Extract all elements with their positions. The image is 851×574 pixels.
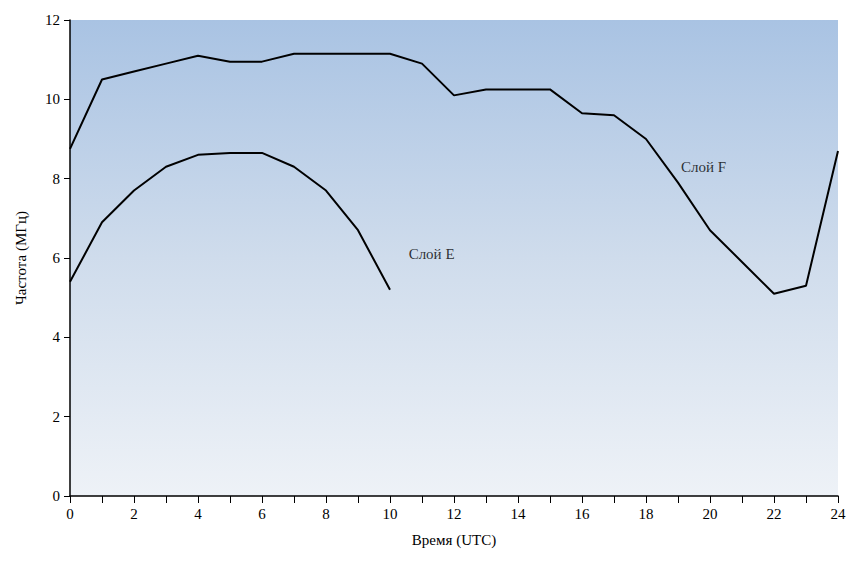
svg-text:4: 4 [53,329,61,345]
svg-text:4: 4 [194,506,202,522]
svg-text:8: 8 [322,506,330,522]
svg-text:10: 10 [383,506,398,522]
svg-text:0: 0 [53,488,61,504]
svg-text:20: 20 [703,506,718,522]
svg-text:24: 24 [831,506,847,522]
svg-text:8: 8 [53,171,61,187]
svg-text:6: 6 [53,250,61,266]
svg-text:10: 10 [45,91,60,107]
svg-text:2: 2 [53,409,61,425]
svg-text:2: 2 [130,506,138,522]
svg-text:Время (UTC): Время (UTC) [412,532,496,549]
svg-text:12: 12 [447,506,462,522]
svg-text:0: 0 [66,506,74,522]
svg-text:6: 6 [258,506,266,522]
svg-text:14: 14 [511,506,527,522]
svg-text:12: 12 [45,12,60,28]
svg-text:Слой E: Слой E [409,246,455,262]
svg-text:18: 18 [639,506,654,522]
svg-text:Частота (МГц): Частота (МГц) [13,211,30,305]
svg-text:Слой F: Слой F [681,159,726,175]
svg-text:16: 16 [575,506,591,522]
svg-text:22: 22 [767,506,782,522]
